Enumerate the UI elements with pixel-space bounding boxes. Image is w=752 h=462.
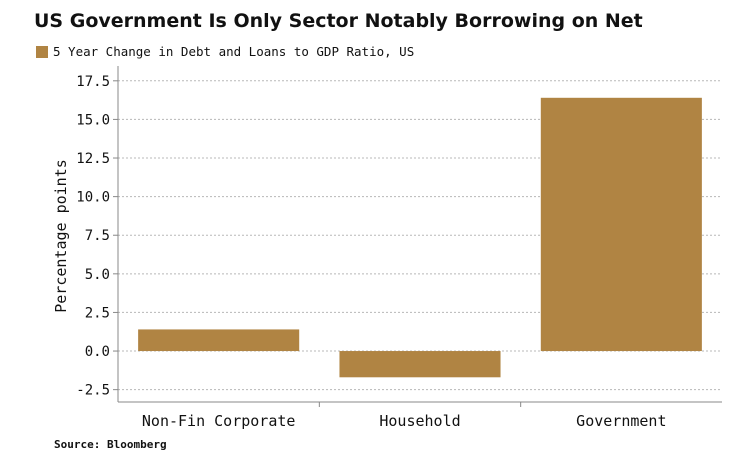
y-tick-label: 0.0 xyxy=(85,344,110,360)
y-axis-label: Percentage points xyxy=(52,159,70,313)
bar-government xyxy=(540,97,702,352)
axes xyxy=(113,66,722,407)
source-note: Source: Bloomberg xyxy=(54,438,167,451)
y-tick-label: 2.5 xyxy=(85,305,110,321)
bar-household xyxy=(339,351,501,378)
y-tick-label: 5.0 xyxy=(85,267,110,283)
y-tick-label: 17.5 xyxy=(76,74,110,90)
y-tick-label: 10.0 xyxy=(76,190,110,206)
chart-title: US Government Is Only Sector Notably Bor… xyxy=(34,10,643,32)
legend-swatch xyxy=(36,45,48,58)
x-tick-label: Household xyxy=(379,412,460,430)
x-tick-label: Government xyxy=(576,412,666,430)
bar-non-fin-corporate xyxy=(138,329,300,352)
y-tick-label: -2.5 xyxy=(76,383,110,399)
x-tick-label: Non-Fin Corporate xyxy=(142,412,296,430)
legend-label: 5 Year Change in Debt and Loans to GDP R… xyxy=(53,44,415,59)
legend: 5 Year Change in Debt and Loans to GDP R… xyxy=(36,44,414,59)
bars xyxy=(138,97,702,378)
y-tick-label: 15.0 xyxy=(76,112,110,128)
y-tick-label: 7.5 xyxy=(85,228,110,244)
tick-labels: -2.5 0.0 2.5 5.0 7.5 10.0 12.5 15.0 17.5 Non-Fin … xyxy=(52,74,666,430)
y-tick-label: 12.5 xyxy=(76,151,110,167)
